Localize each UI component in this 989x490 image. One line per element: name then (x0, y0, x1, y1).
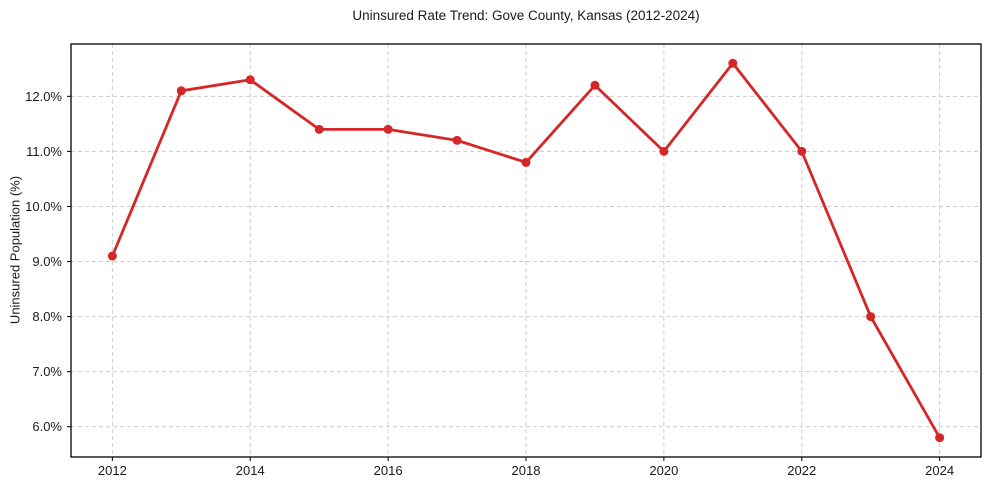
y-axis-title: Uninsured Population (%) (7, 175, 23, 325)
y-tick-label: 8.0% (32, 309, 62, 324)
data-point (107, 251, 117, 261)
x-tick-label: 2014 (236, 463, 265, 478)
data-point (866, 312, 876, 322)
x-tick-label: 2022 (787, 463, 816, 478)
data-point (935, 433, 945, 443)
y-tick-label: 10.0% (25, 199, 62, 214)
data-point (590, 80, 600, 90)
y-tick-label: 7.0% (32, 364, 62, 379)
x-tick-label: 2016 (374, 463, 403, 478)
y-tick-label: 11.0% (26, 144, 62, 159)
x-tick-label: 2024 (925, 463, 954, 478)
data-point (797, 146, 807, 156)
y-tick-label: 6.0% (32, 419, 62, 434)
chart-title: Uninsured Rate Trend: Gove County, Kansa… (352, 8, 700, 23)
data-point (659, 146, 669, 156)
data-point (314, 124, 324, 134)
data-point (521, 157, 531, 167)
y-tick-label: 12.0% (25, 89, 62, 104)
plot-border (70, 43, 982, 458)
data-point (383, 124, 393, 134)
x-tick-label: 2020 (649, 463, 678, 478)
y-tick-label: 9.0% (32, 254, 62, 269)
data-point (452, 135, 462, 145)
data-point (728, 58, 738, 68)
x-tick-label: 2012 (98, 463, 127, 478)
data-point (176, 86, 186, 96)
x-tick-label: 2018 (512, 463, 541, 478)
data-point (245, 75, 255, 85)
